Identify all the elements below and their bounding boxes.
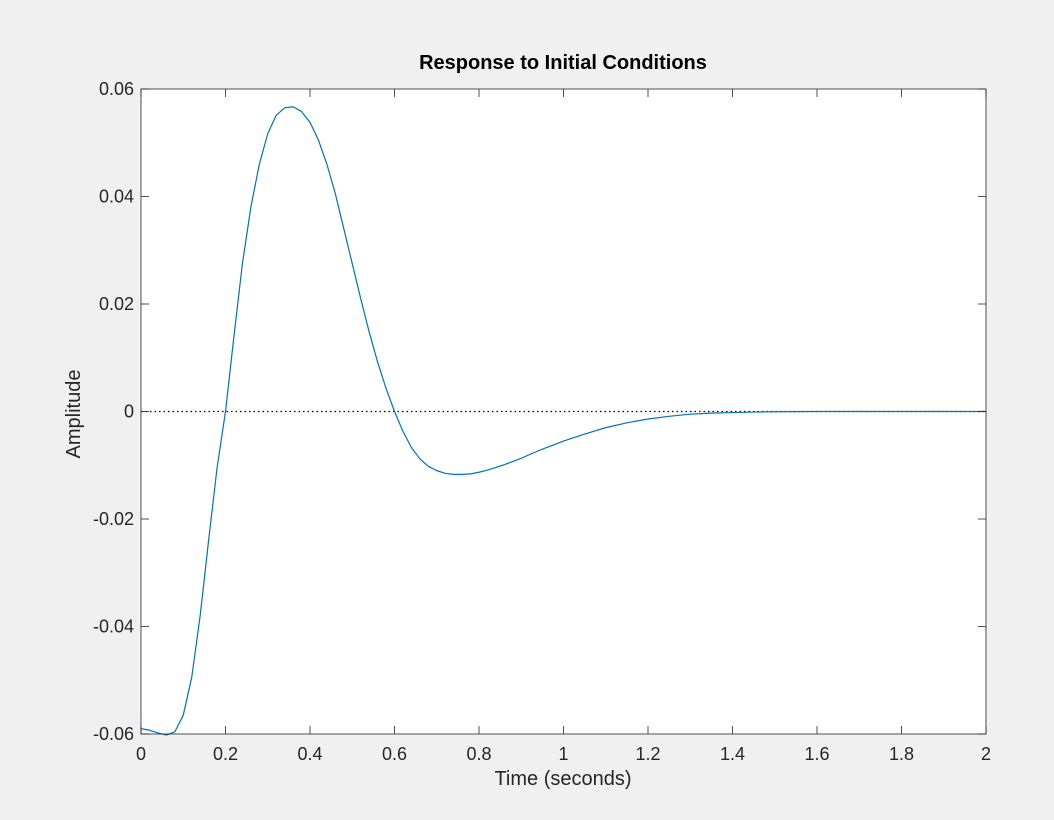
x-tick-label: 0.2 (213, 744, 238, 764)
x-tick-label: 0.6 (382, 744, 407, 764)
y-axis-label: Amplitude (63, 370, 85, 459)
chart-title: Response to Initial Conditions (419, 52, 707, 74)
y-tick-label: 0.04 (99, 187, 134, 207)
series-group (140, 106, 986, 736)
y-tick-label: 0.02 (99, 294, 134, 314)
y-tick-label: 0 (124, 402, 134, 422)
x-tick-label: 1.2 (635, 744, 660, 764)
tick-group (140, 88, 987, 735)
x-tick-label: 0.4 (297, 744, 322, 764)
y-tick-label: -0.02 (93, 509, 134, 529)
x-tick-label: 1 (558, 744, 568, 764)
y-tick-label: 0.06 (99, 79, 134, 99)
y-tick-labels: -0.06 -0.04 -0.02 0 0.02 0.04 0.06 (93, 79, 134, 744)
series-line-0[interactable] (140, 106, 986, 736)
y-tick-label: -0.06 (93, 724, 134, 744)
x-tick-labels: 0 0.2 0.4 0.6 0.8 1 1.2 1.4 1.6 1.8 2 (136, 744, 991, 764)
x-axis-label: Time (seconds) (494, 768, 631, 790)
x-tick-label: 0.8 (466, 744, 491, 764)
x-tick-label: 1.4 (720, 744, 745, 764)
x-tick-label: 1.8 (889, 744, 914, 764)
x-tick-label: 2 (981, 744, 991, 764)
x-tick-label: 1.6 (804, 744, 829, 764)
x-tick-label: 0 (136, 744, 146, 764)
y-tick-label: -0.04 (93, 617, 134, 637)
